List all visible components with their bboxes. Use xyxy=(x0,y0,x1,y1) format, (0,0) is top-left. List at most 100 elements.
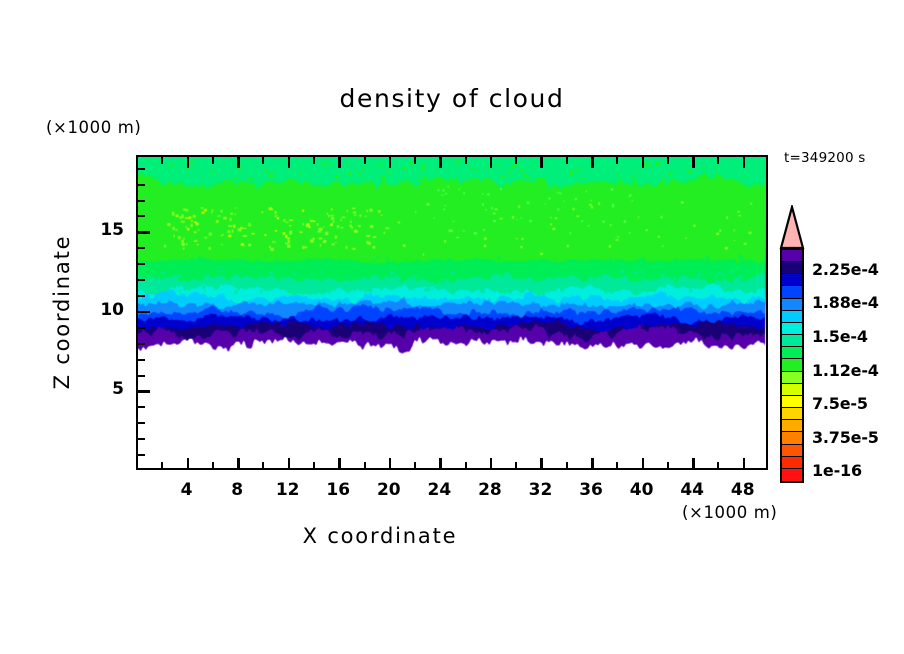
x-minor-tick xyxy=(616,462,619,469)
colorbar-band xyxy=(782,432,802,445)
density-field-raster xyxy=(138,157,766,468)
x-tick-label: 20 xyxy=(376,480,401,500)
x-major-tick xyxy=(287,458,291,469)
x-tick-label: 12 xyxy=(275,480,300,500)
x-tick-label: 36 xyxy=(579,480,603,500)
x-tick-label: 8 xyxy=(231,480,244,500)
y-minor-tick xyxy=(138,358,145,361)
x-tick-label: 48 xyxy=(730,480,755,500)
x-minor-tick xyxy=(464,462,467,469)
y-minor-tick xyxy=(138,342,145,345)
colorbar-band xyxy=(782,322,802,336)
x-major-tick-top xyxy=(641,157,645,168)
colorbar-band xyxy=(782,298,802,311)
y-minor-tick xyxy=(138,374,145,377)
colorbar-tick-label: 2.25e-4 xyxy=(812,259,879,279)
x-minor-tick-top xyxy=(161,157,164,164)
y-minor-tick xyxy=(138,422,145,425)
colorbar-tick-label: 1.88e-4 xyxy=(812,293,879,313)
x-major-tick-top xyxy=(540,157,543,168)
x-minor-tick xyxy=(717,462,720,469)
x-major-tick-top xyxy=(237,157,240,168)
x-minor-tick-top xyxy=(414,157,417,164)
x-major-tick xyxy=(439,458,442,469)
colorbar xyxy=(780,248,804,483)
x-major-tick-top xyxy=(439,157,442,168)
x-major-tick-top xyxy=(489,157,493,168)
x-minor-tick-top xyxy=(616,157,619,164)
x-major-tick xyxy=(388,458,392,469)
x-minor-tick-top xyxy=(363,157,366,164)
x-minor-tick-top xyxy=(464,157,467,164)
x-major-tick xyxy=(540,458,543,469)
y-minor-tick xyxy=(138,406,145,409)
x-major-tick-top xyxy=(287,157,291,168)
x-minor-tick xyxy=(515,462,518,469)
colorbar-band xyxy=(782,456,802,469)
x-minor-tick xyxy=(414,462,417,469)
x-minor-tick-top xyxy=(515,157,518,164)
y-minor-tick xyxy=(138,454,145,457)
x-tick-label: 16 xyxy=(326,480,351,500)
x-minor-tick xyxy=(565,462,568,469)
timestamp-annotation: t=349200 s xyxy=(784,150,866,166)
x-major-tick-top xyxy=(388,157,392,168)
colorbar-overflow-arrow-icon xyxy=(779,205,805,250)
colorbar-tick-label: 1.12e-4 xyxy=(812,360,879,380)
x-axis-title: X coordinate xyxy=(302,524,458,548)
y-tick-label: 15 xyxy=(100,220,124,241)
y-major-tick xyxy=(138,310,150,314)
x-major-tick-top xyxy=(742,157,746,168)
x-minor-tick-top xyxy=(565,157,568,164)
x-minor-tick xyxy=(262,462,265,469)
x-major-tick xyxy=(186,458,190,469)
y-axis-units-label: (×1000 m) xyxy=(46,118,142,137)
x-minor-tick xyxy=(312,462,315,469)
contour-plot-area xyxy=(136,155,768,470)
x-minor-tick-top xyxy=(312,157,315,164)
y-major-tick xyxy=(138,390,150,393)
x-major-tick-top xyxy=(591,157,594,168)
chart-title: density of cloud xyxy=(339,84,565,113)
colorbar-band xyxy=(782,395,802,409)
colorbar-band xyxy=(782,274,802,287)
x-minor-tick xyxy=(666,462,669,469)
colorbar-band xyxy=(782,408,802,421)
y-minor-tick xyxy=(138,326,145,329)
colorbar-band xyxy=(782,262,802,275)
x-minor-tick xyxy=(161,462,164,469)
x-minor-tick-top xyxy=(262,157,265,164)
y-minor-tick xyxy=(138,263,145,266)
y-minor-tick xyxy=(138,183,145,186)
x-minor-tick xyxy=(211,462,214,469)
x-minor-tick xyxy=(363,462,366,469)
colorbar-band xyxy=(782,347,802,360)
y-minor-tick xyxy=(138,247,145,250)
colorbar-band xyxy=(782,371,802,384)
colorbar-tick-label: 7.5e-5 xyxy=(812,394,868,414)
x-major-tick-top xyxy=(186,157,190,168)
x-minor-tick-top xyxy=(717,157,720,164)
x-major-tick xyxy=(489,458,493,469)
y-major-tick xyxy=(138,231,150,234)
y-minor-tick xyxy=(138,295,145,297)
x-tick-label: 44 xyxy=(680,480,704,500)
x-tick-label: 40 xyxy=(629,480,654,500)
x-tick-label: 28 xyxy=(478,480,502,500)
colorbar-band xyxy=(782,335,802,348)
colorbar-band xyxy=(782,420,802,433)
x-tick-label: 4 xyxy=(180,480,193,500)
y-tick-label: 10 xyxy=(100,299,124,320)
colorbar-tick-label: 1e-16 xyxy=(812,461,862,481)
x-major-tick xyxy=(641,458,645,469)
x-tick-label: 24 xyxy=(427,480,452,500)
x-major-tick-top xyxy=(692,157,695,168)
x-major-tick-top xyxy=(338,157,341,168)
colorbar-band xyxy=(782,359,802,372)
colorbar-band xyxy=(782,310,802,323)
x-minor-tick-top xyxy=(666,157,669,164)
x-major-tick xyxy=(742,458,746,469)
colorbar-tick-label: 1.5e-4 xyxy=(812,326,868,346)
x-axis-units-label: (×1000 m) xyxy=(682,503,778,522)
